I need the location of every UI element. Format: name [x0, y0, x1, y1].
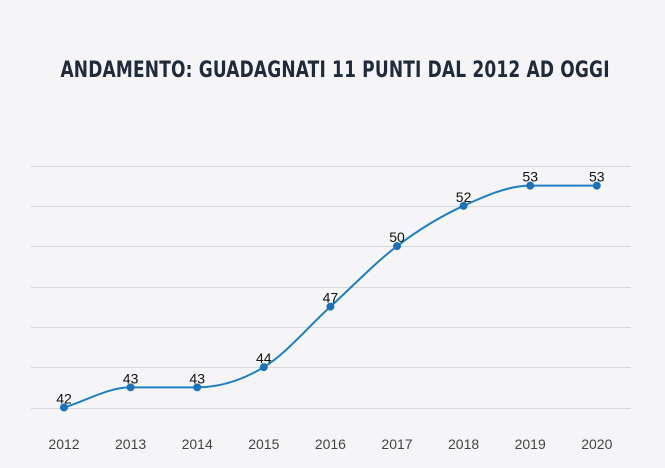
data-point[interactable]: [126, 383, 135, 392]
data-label: 53: [589, 169, 605, 185]
x-tick-label: 2014: [182, 436, 213, 452]
data-label: 43: [189, 370, 205, 386]
x-axis-ticks: 2012 2013 2014 2015 2016 2017 2018 2019 2020: [48, 436, 612, 452]
data-label: 47: [323, 290, 339, 306]
data-label: 42: [56, 391, 72, 407]
data-label: 43: [123, 370, 139, 386]
x-tick-label: 2020: [581, 436, 612, 452]
chart-title: ANDAMENTO: GUADAGNATI 11 PUNTI DAL 2012 …: [60, 58, 610, 83]
data-point[interactable]: [193, 383, 202, 392]
x-tick-label: 2018: [448, 436, 479, 452]
data-point[interactable]: [592, 181, 601, 190]
data-labels: 42 43 43 44 47 50 52 53 53: [56, 169, 605, 407]
data-label: 50: [389, 229, 405, 245]
data-point[interactable]: [459, 201, 468, 210]
data-label: 52: [456, 189, 472, 205]
gridlines: [31, 166, 631, 409]
data-point[interactable]: [259, 363, 268, 372]
data-label: 44: [256, 350, 272, 366]
data-point[interactable]: [393, 242, 401, 251]
x-tick-label: 2019: [515, 436, 546, 452]
x-tick-label: 2013: [115, 436, 146, 452]
x-tick-label: 2016: [315, 436, 346, 452]
x-tick-label: 2012: [48, 436, 79, 452]
x-tick-label: 2017: [381, 436, 412, 452]
x-tick-label: 2015: [248, 436, 279, 452]
data-point[interactable]: [326, 302, 335, 311]
data-points: [60, 181, 601, 412]
data-label: 53: [522, 169, 538, 185]
data-point[interactable]: [60, 403, 68, 412]
data-point[interactable]: [526, 181, 535, 190]
